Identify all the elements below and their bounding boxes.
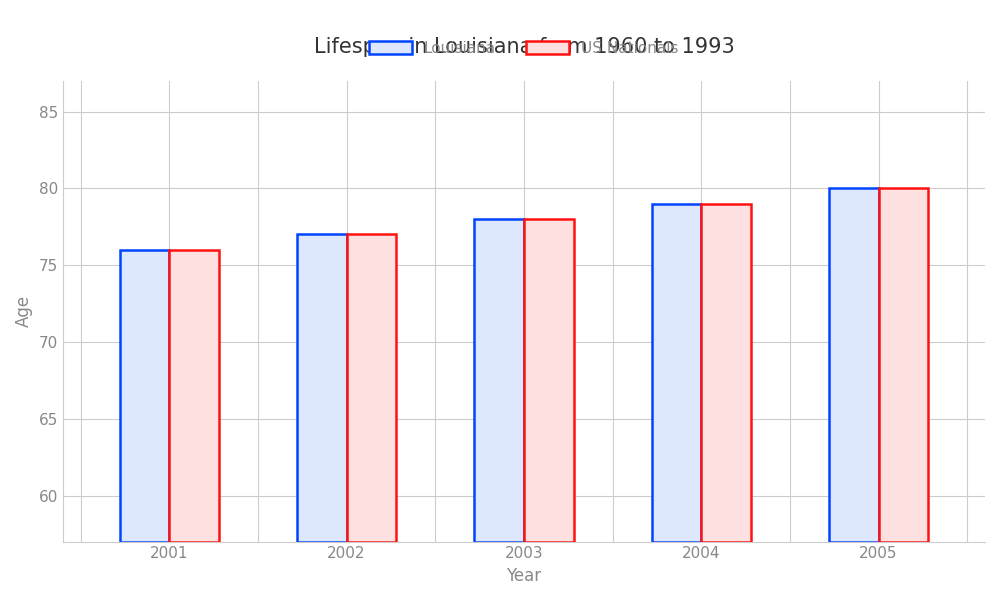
Bar [701,203,751,542]
Bar [652,203,701,542]
Bar [879,188,928,542]
Bar [829,188,879,542]
Bar [524,219,574,542]
Bar [347,235,396,542]
Bar [297,235,347,542]
Bar [120,250,169,542]
Bar [169,250,219,542]
Y-axis label: Age: Age [15,295,33,327]
Title: Lifespan in Louisiana from 1960 to 1993: Lifespan in Louisiana from 1960 to 1993 [314,37,734,57]
X-axis label: Year: Year [506,567,541,585]
Legend: Louisiana, US Nationals: Louisiana, US Nationals [361,33,687,64]
Bar [474,219,524,542]
